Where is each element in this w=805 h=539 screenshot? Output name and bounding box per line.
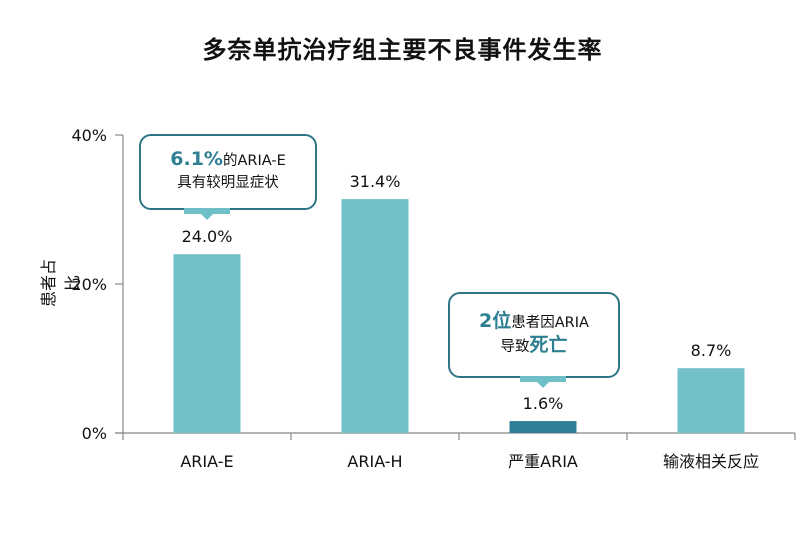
y-tick-label: 20% bbox=[71, 275, 107, 294]
bar-value-label: 24.0% bbox=[182, 227, 233, 246]
bar-value-label: 8.7% bbox=[691, 341, 732, 360]
labels: 0% 20% 40% 24.0% ARIA-E 31.4% ARIA-H 1.6% 严重ARIA… bbox=[71, 126, 759, 471]
bar-value-label: 1.6% bbox=[523, 394, 564, 413]
bar-value-label: 31.4% bbox=[350, 172, 401, 191]
callout-severe-line2: 导致 bbox=[500, 339, 530, 355]
callout-severe-text: 患者因ARIA bbox=[511, 315, 589, 331]
callout-severe-pointer bbox=[520, 376, 566, 388]
x-tick-label: 严重ARIA bbox=[508, 452, 578, 471]
y-axis-label: 患者占比 bbox=[39, 259, 82, 308]
bars bbox=[173, 199, 745, 433]
callout-severe-line2-highlight: 死亡 bbox=[529, 334, 568, 356]
y-tick-label: 40% bbox=[71, 126, 107, 145]
bar-2 bbox=[509, 421, 577, 433]
x-tick-label: 输液相关反应 bbox=[663, 452, 759, 471]
callout-aria-e-highlight: 6.1% bbox=[170, 148, 223, 170]
callout-aria-e-pointer bbox=[184, 208, 230, 220]
callout-aria-e-text: 的ARIA-E bbox=[222, 153, 286, 169]
bar-3 bbox=[677, 368, 745, 433]
callout-severe-highlight: 2位 bbox=[479, 310, 512, 332]
x-tick-label: ARIA-H bbox=[347, 452, 402, 471]
callout-aria-e: 6.1%的ARIA-E 具有较明显症状 bbox=[139, 134, 317, 210]
bar-0 bbox=[173, 254, 241, 433]
y-tick-label: 0% bbox=[82, 424, 107, 443]
bar-1 bbox=[341, 199, 409, 433]
chart-title: 多奈单抗治疗组主要不良事件发生率 bbox=[202, 36, 603, 64]
x-tick-label: ARIA-E bbox=[180, 452, 233, 471]
callout-severe-aria: 2位患者因ARIA 导致死亡 bbox=[448, 292, 620, 378]
callout-aria-e-line2: 具有较明显症状 bbox=[177, 175, 279, 191]
